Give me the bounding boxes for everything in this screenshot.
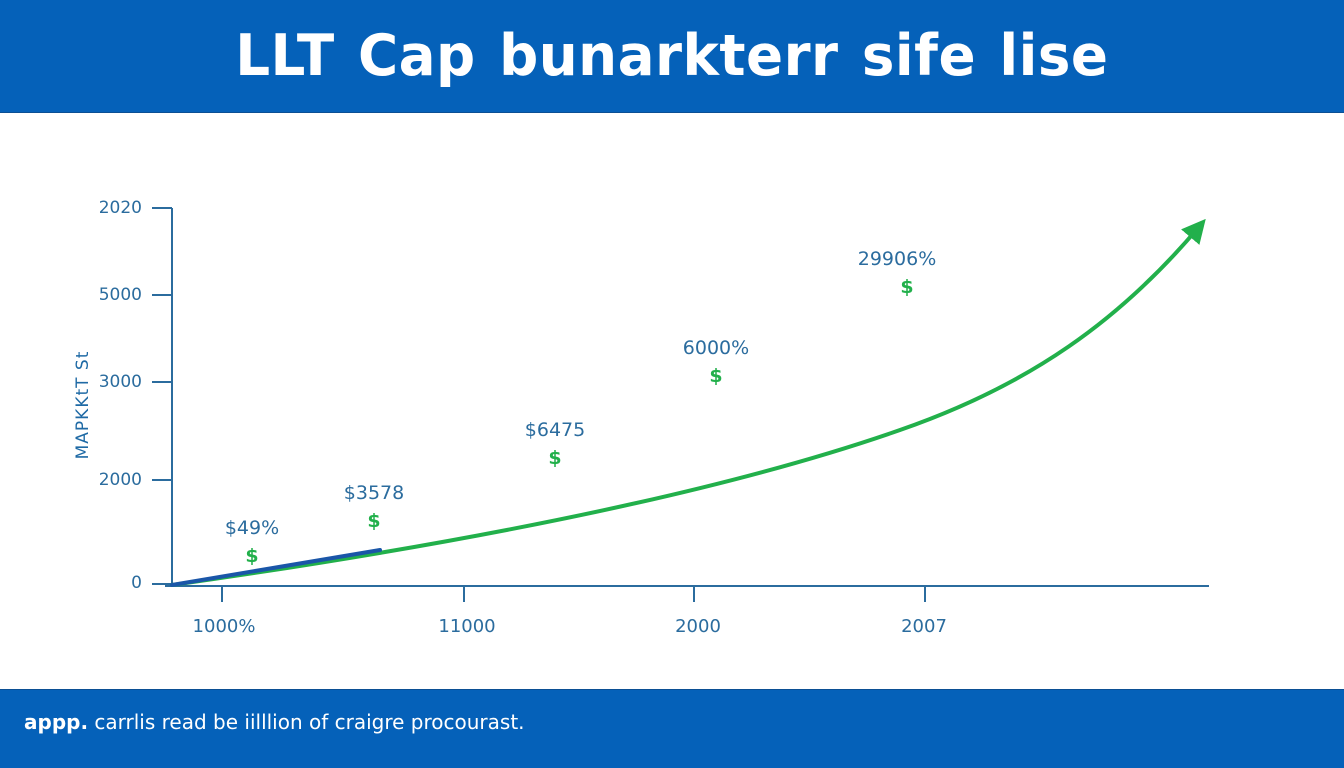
y-tick-label: 5000 [98, 285, 142, 305]
dollar-icon: $ [245, 545, 259, 567]
blue-trend-line [170, 548, 382, 587]
green-trend-line [170, 218, 1206, 587]
data-label: $6475 [524, 419, 586, 441]
y-tick-label: 3000 [98, 372, 142, 392]
y-axis-label: MAPKKtT St [73, 350, 93, 460]
y-tick-label: 2000 [98, 470, 142, 490]
x-tick-label: 11000 [438, 616, 496, 637]
x-tick-label: 1000% [192, 616, 256, 637]
data-label: 6000% [682, 337, 750, 359]
dollar-icon: $ [548, 447, 562, 469]
data-label: $3578 [343, 482, 405, 504]
y-tick-label: 2020 [98, 198, 142, 218]
y-axis-ticks [152, 207, 172, 585]
footer-caption: carrlis read be iilllion of craigre proc… [88, 710, 525, 734]
x-tick-label: 2007 [901, 616, 947, 637]
footer-brand: appp. [24, 710, 89, 734]
dollar-icon: $ [709, 365, 723, 387]
x-tick-label: 2000 [675, 616, 721, 637]
chart-title: LLT Cap bunarkterr sife lise [235, 23, 1109, 89]
title-banner: LLT Cap bunarkterr sife lise [0, 0, 1344, 112]
y-tick-label: 0 [131, 573, 142, 593]
dollar-icon: $ [900, 276, 914, 298]
dollar-icon: $ [367, 510, 381, 532]
data-label: $49% [224, 517, 280, 539]
footer-banner: appp. carrlis read be iilllion of craigr… [0, 690, 1344, 768]
data-label: 29906% [857, 248, 937, 270]
x-axis-ticks [221, 586, 926, 602]
footer-text: appp. carrlis read be iilllion of craigr… [24, 710, 525, 734]
